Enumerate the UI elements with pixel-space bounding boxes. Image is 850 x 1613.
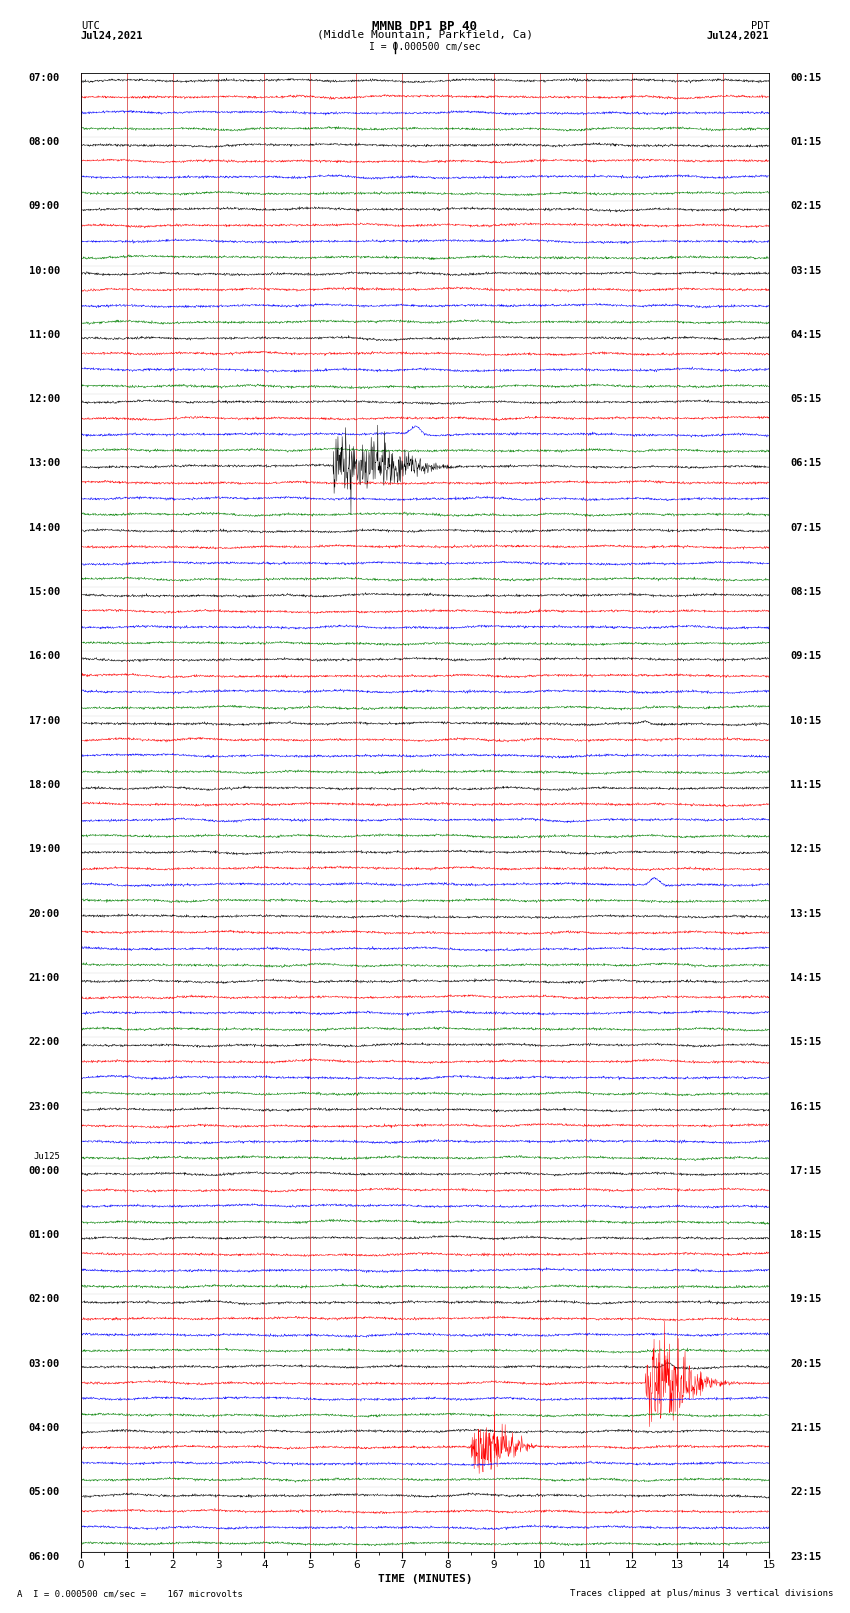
- Text: Ju125: Ju125: [33, 1152, 60, 1161]
- Text: 05:00: 05:00: [29, 1487, 60, 1497]
- Text: 08:00: 08:00: [29, 137, 60, 147]
- Text: 14:15: 14:15: [790, 973, 821, 982]
- Text: A  I = 0.000500 cm/sec =    167 microvolts: A I = 0.000500 cm/sec = 167 microvolts: [17, 1589, 243, 1598]
- Text: 21:00: 21:00: [29, 973, 60, 982]
- Text: Jul24,2021: Jul24,2021: [706, 31, 769, 40]
- Text: 19:00: 19:00: [29, 844, 60, 855]
- Text: 07:00: 07:00: [29, 73, 60, 82]
- Text: 06:00: 06:00: [29, 1552, 60, 1561]
- Text: 02:15: 02:15: [790, 202, 821, 211]
- Text: 05:15: 05:15: [790, 394, 821, 405]
- Text: 12:00: 12:00: [29, 394, 60, 405]
- Text: 16:15: 16:15: [790, 1102, 821, 1111]
- Text: 18:00: 18:00: [29, 781, 60, 790]
- Text: 23:00: 23:00: [29, 1102, 60, 1111]
- Text: (Middle Mountain, Parkfield, Ca): (Middle Mountain, Parkfield, Ca): [317, 29, 533, 39]
- Text: 15:00: 15:00: [29, 587, 60, 597]
- Text: 23:15: 23:15: [790, 1552, 821, 1561]
- Text: 03:15: 03:15: [790, 266, 821, 276]
- Text: 14:00: 14:00: [29, 523, 60, 532]
- Text: 09:15: 09:15: [790, 652, 821, 661]
- Text: 10:15: 10:15: [790, 716, 821, 726]
- Text: 16:00: 16:00: [29, 652, 60, 661]
- Text: 07:15: 07:15: [790, 523, 821, 532]
- Text: 12:15: 12:15: [790, 844, 821, 855]
- Text: 17:15: 17:15: [790, 1166, 821, 1176]
- Text: 19:15: 19:15: [790, 1295, 821, 1305]
- Text: 02:00: 02:00: [29, 1295, 60, 1305]
- Text: Jul24,2021: Jul24,2021: [81, 31, 144, 40]
- Text: 17:00: 17:00: [29, 716, 60, 726]
- Text: 01:15: 01:15: [790, 137, 821, 147]
- Text: 20:00: 20:00: [29, 908, 60, 919]
- Text: 11:15: 11:15: [790, 781, 821, 790]
- Text: 03:00: 03:00: [29, 1358, 60, 1369]
- Text: 20:15: 20:15: [790, 1358, 821, 1369]
- Text: 13:00: 13:00: [29, 458, 60, 468]
- Text: I = 0.000500 cm/sec: I = 0.000500 cm/sec: [369, 42, 481, 52]
- Text: MMNB DP1 BP 40: MMNB DP1 BP 40: [372, 19, 478, 34]
- Text: 11:00: 11:00: [29, 329, 60, 340]
- Text: 22:15: 22:15: [790, 1487, 821, 1497]
- Text: 04:15: 04:15: [790, 329, 821, 340]
- Text: 01:00: 01:00: [29, 1231, 60, 1240]
- Text: 06:15: 06:15: [790, 458, 821, 468]
- Text: PDT: PDT: [751, 21, 769, 31]
- Text: 18:15: 18:15: [790, 1231, 821, 1240]
- Text: 00:00: 00:00: [29, 1166, 60, 1176]
- Text: UTC: UTC: [81, 21, 99, 31]
- Text: 21:15: 21:15: [790, 1423, 821, 1432]
- Text: 15:15: 15:15: [790, 1037, 821, 1047]
- Text: 22:00: 22:00: [29, 1037, 60, 1047]
- Text: 10:00: 10:00: [29, 266, 60, 276]
- Text: 13:15: 13:15: [790, 908, 821, 919]
- Text: 08:15: 08:15: [790, 587, 821, 597]
- Text: 00:15: 00:15: [790, 73, 821, 82]
- Text: 09:00: 09:00: [29, 202, 60, 211]
- X-axis label: TIME (MINUTES): TIME (MINUTES): [377, 1574, 473, 1584]
- Text: Traces clipped at plus/minus 3 vertical divisions: Traces clipped at plus/minus 3 vertical …: [570, 1589, 833, 1598]
- Text: 04:00: 04:00: [29, 1423, 60, 1432]
